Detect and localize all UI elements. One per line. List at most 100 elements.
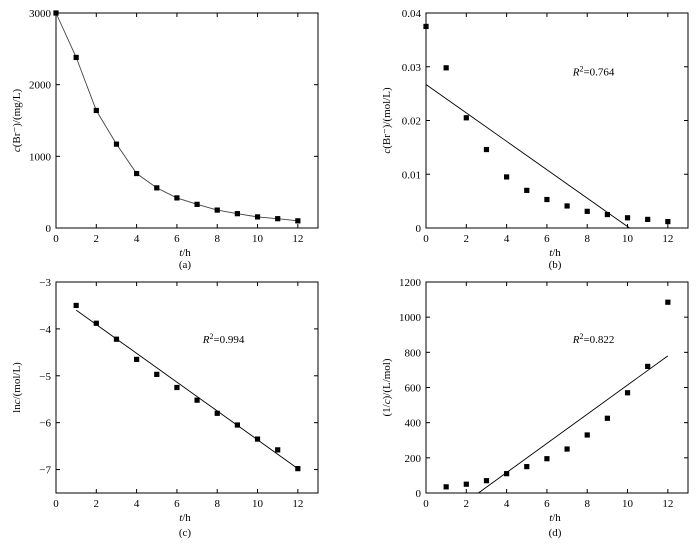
- x-axis-label-var: t: [179, 512, 183, 524]
- y-tick-label: 400: [405, 418, 422, 430]
- y-axis-label-var: c: [11, 399, 23, 404]
- data-point: [53, 10, 59, 16]
- x-tick-label: 0: [53, 498, 59, 510]
- x-tick-label: 0: [53, 233, 59, 245]
- chart-panel-a: 0 2 4 6 8 10 12 0 1000 2000 3000 t/h c(Br⁻)/(mg/L) (a…: [11, 8, 319, 271]
- y-tick-label: −6: [39, 418, 51, 430]
- y-tick-label: 1000: [29, 151, 52, 163]
- x-tick-label: 0: [423, 233, 429, 245]
- data-point: [214, 410, 220, 416]
- data-point: [564, 203, 570, 209]
- fit-line: [75, 309, 299, 469]
- data-point: [113, 336, 120, 342]
- r-squared-sup: 2: [209, 332, 213, 341]
- y-tick-label: 600: [405, 383, 422, 395]
- x-axis-label-unit: /h: [552, 512, 561, 524]
- data-point: [443, 65, 449, 71]
- x-axis-label: t/h: [549, 247, 561, 259]
- x-axis-label-unit: /h: [552, 247, 561, 259]
- data-point: [423, 23, 429, 30]
- x-tick-label: 12: [292, 233, 303, 245]
- chart-panel-d: 0 2 4 6 8 10 12 0 200 400 600 800 1000 1200 t/h (1/c)/(…: [381, 277, 689, 539]
- y-tick-label: −4: [39, 324, 51, 336]
- x-tick-label: 12: [662, 233, 673, 245]
- data-point: [463, 481, 469, 487]
- data-point: [174, 195, 180, 201]
- data-point: [504, 174, 510, 180]
- x-axis-label: t/h: [179, 512, 191, 524]
- y-tick-label: 800: [405, 347, 422, 359]
- x-axis-label-var: t: [549, 512, 553, 524]
- x-axis-label-unit: /h: [182, 247, 191, 259]
- plot-frame: [55, 281, 319, 494]
- y-tick-label: 0.03: [402, 62, 422, 74]
- data-point: [524, 187, 530, 193]
- x-tick-label: 10: [252, 233, 264, 245]
- y-tick-label: 200: [405, 453, 422, 465]
- chart-caption: (b): [549, 259, 562, 271]
- series-curve: [55, 12, 298, 222]
- r-squared-annotation: R2=0.764: [572, 64, 615, 78]
- data-point: [275, 216, 281, 222]
- y-tick-label: −5: [39, 371, 51, 383]
- chart-caption: (c): [179, 527, 192, 539]
- data-point: [275, 447, 281, 453]
- x-tick-label: 8: [584, 498, 590, 510]
- y-tick-label: −3: [39, 277, 51, 289]
- r-squared-var: R: [572, 334, 580, 346]
- data-point: [295, 218, 301, 224]
- y-tick-label: 1200: [399, 277, 422, 289]
- data-point: [524, 464, 530, 470]
- data-point: [624, 390, 631, 396]
- data-point: [174, 384, 180, 391]
- data-point: [154, 371, 160, 377]
- x-tick-label: 8: [214, 498, 220, 510]
- y-tick-label: −7: [39, 465, 51, 477]
- x-tick-label: 2: [464, 498, 470, 510]
- x-axis-label: t/h: [549, 512, 561, 524]
- r-squared-var: R: [572, 66, 580, 78]
- y-tick-label: 3000: [29, 8, 52, 20]
- x-axis-label-unit: /h: [182, 512, 191, 524]
- data-point: [254, 436, 261, 442]
- data-point: [234, 422, 240, 428]
- x-tick-label: 4: [504, 498, 510, 510]
- x-tick-label: 12: [662, 498, 673, 510]
- x-axis-label: t/h: [179, 247, 191, 259]
- plot-frame: [425, 12, 689, 229]
- data-point: [604, 211, 610, 218]
- x-tick-label: 2: [464, 233, 470, 245]
- x-tick-label: 6: [174, 498, 180, 510]
- y-axis-label: lnc/(mol/L): [11, 362, 23, 413]
- r-squared-annotation: R2=0.822: [572, 332, 615, 346]
- data-point: [93, 320, 99, 326]
- y-axis-label: c(Br⁻)/(mol/L): [381, 87, 393, 154]
- data-point: [295, 466, 301, 472]
- x-tick-label: 10: [622, 233, 634, 245]
- y-tick-label: 0: [416, 223, 422, 235]
- y-tick-label: 0.01: [402, 169, 421, 181]
- data-point: [194, 397, 200, 403]
- data-point: [113, 141, 120, 147]
- r-squared-value: =0.822: [583, 334, 614, 346]
- data-point: [194, 201, 200, 207]
- data-point: [463, 115, 469, 121]
- x-tick-label: 8: [584, 233, 590, 245]
- x-tick-label: 4: [504, 233, 510, 245]
- x-tick-label: 6: [174, 233, 180, 245]
- y-axis-label-var: c: [381, 149, 393, 154]
- x-tick-label: 8: [214, 233, 220, 245]
- data-point: [604, 415, 610, 421]
- x-tick-label: 12: [292, 498, 303, 510]
- r-squared-annotation: R2=0.994: [202, 332, 245, 346]
- x-tick-label: 6: [544, 498, 550, 510]
- data-point: [584, 432, 590, 438]
- x-axis-label-var: t: [179, 247, 183, 259]
- r-squared-sup: 2: [579, 332, 583, 341]
- data-point: [483, 146, 490, 153]
- r-squared-sup: 2: [579, 64, 583, 73]
- y-axis-label: c(Br⁻)/(mg/L): [11, 89, 23, 153]
- data-point: [584, 208, 590, 214]
- y-axis-label: (1/c)/(L/mol): [381, 358, 393, 416]
